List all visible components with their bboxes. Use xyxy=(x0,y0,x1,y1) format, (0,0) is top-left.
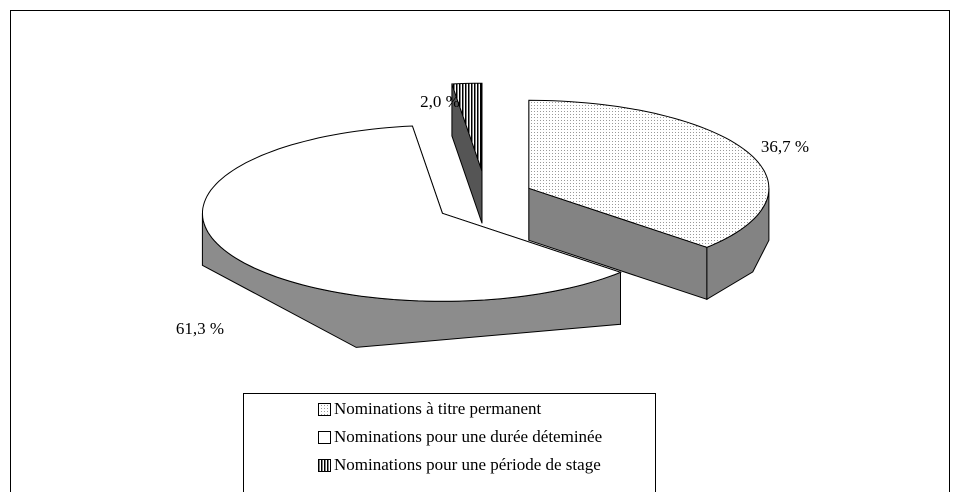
legend xyxy=(243,393,656,492)
slice xyxy=(451,82,483,172)
legend-swatch xyxy=(318,431,331,444)
legend-swatch xyxy=(318,459,331,472)
data-label: 36,7 % xyxy=(761,137,809,156)
chart-border xyxy=(10,10,950,492)
data-label: 61,3 % xyxy=(176,319,224,338)
data-label: 2,0 % xyxy=(420,92,460,111)
slice xyxy=(528,99,770,248)
legend-swatch xyxy=(318,403,331,416)
slice xyxy=(202,125,622,302)
pie xyxy=(201,82,770,348)
legend-label: Nominations pour une durée déteminée xyxy=(334,427,602,446)
legend-label: Nominations à titre permanent xyxy=(334,399,542,418)
legend-label: Nominations pour une période de stage xyxy=(334,455,601,474)
